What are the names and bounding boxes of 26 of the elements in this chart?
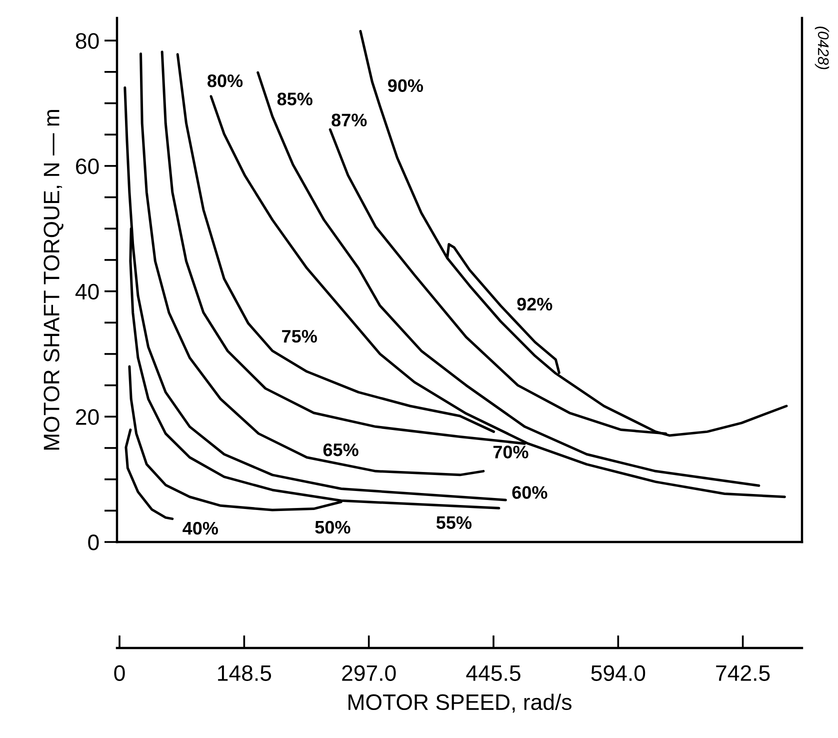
text: (0428)	[814, 26, 830, 70]
x-tick-label: 742.5	[716, 665, 770, 681]
x-tick-label: 0	[114, 665, 125, 681]
x-tick-label: 297.0	[342, 665, 396, 681]
y-tick-label: 0	[88, 534, 99, 550]
series-label: 55%	[436, 516, 472, 529]
series-label: 50%	[315, 520, 350, 534]
y-tick-label: 40	[75, 284, 99, 300]
y-tick-label: 20	[76, 409, 99, 425]
series-label: 65%	[323, 443, 358, 456]
series-label: 87%	[332, 114, 367, 126]
series-label: 40%	[182, 522, 218, 535]
series-label: 80%	[208, 74, 243, 88]
x-tick-label: 445.5	[466, 665, 520, 681]
y-tick-label: 80	[76, 33, 99, 49]
series-label: 60%	[512, 486, 548, 499]
y-tick-label: 60	[76, 158, 99, 174]
y-axis-title: MOTOR SHAFT TORQUE, N — m	[44, 110, 64, 450]
series-label: 92%	[517, 298, 552, 311]
series-label: 85%	[277, 92, 312, 106]
series-label: 90%	[388, 79, 424, 92]
x-tick-label: 594.0	[591, 665, 646, 681]
x-axis-title: MOTOR SPEED, rad/s	[348, 694, 572, 713]
series-label: 70%	[493, 446, 528, 458]
x-tick-label: 148.5	[218, 665, 272, 681]
series-label: 75%	[282, 330, 317, 343]
